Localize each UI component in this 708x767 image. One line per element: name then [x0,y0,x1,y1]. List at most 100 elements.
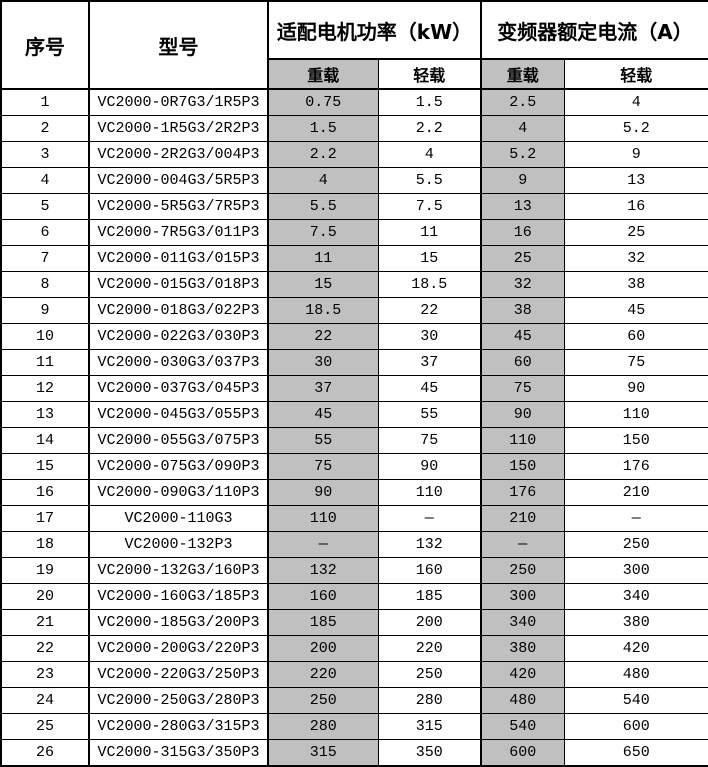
current-light-cell: 25 [563,219,708,246]
power-heavy-cell: 132 [267,557,379,584]
model-cell: VC2000-055G3/075P3 [88,427,269,454]
current-heavy-cell: 340 [480,609,565,636]
current-heavy-cell: 176 [480,479,565,506]
model-cell: VC2000-075G3/090P3 [88,453,269,480]
model-cell: VC2000-7R5G3/011P3 [88,219,269,246]
row-index-cell: 16 [0,479,90,506]
current-light-cell: 340 [563,583,708,610]
current-light-cell: 110 [563,401,708,428]
table-row: 4 VC2000-004G3/5R5P3 4 5.5 9 13 [0,167,708,194]
model-cell: VC2000-0R7G3/1R5P3 [88,88,269,116]
current-heavy-cell: 2.5 [480,88,565,116]
row-index-cell: 15 [0,453,90,480]
table-row: 2 VC2000-1R5G3/2R2P3 1.5 2.2 4 5.2 [0,115,708,142]
current-light-cell: 650 [563,739,708,767]
row-index-cell: 3 [0,141,90,168]
power-light-cell: 5.5 [377,167,482,194]
power-heavy-cell: 22 [267,323,379,350]
current-heavy-cell: 60 [480,349,565,376]
current-heavy-cell: 25 [480,245,565,272]
power-light-cell: 55 [377,401,482,428]
current-heavy-cell: 38 [480,297,565,324]
power-heavy-cell: 90 [267,479,379,506]
table-header: 序号 型号 适配电机功率（kW） 变频器额定电流（A） 重载 轻载 重载 轻载 [0,0,708,90]
table-row: 9 VC2000-018G3/022P3 18.5 22 38 45 [0,297,708,324]
column-group-header-rated-current: 变频器额定电流（A） [479,0,708,60]
power-light-cell: 22 [377,297,482,324]
column-header-index: 序号 [0,0,90,90]
current-light-cell: 380 [563,609,708,636]
current-heavy-cell: 150 [480,453,565,480]
table-row: 26 VC2000-315G3/350P3 315 350 600 650 [0,739,708,767]
power-light-cell: 18.5 [377,271,482,298]
row-index-cell: 8 [0,271,90,298]
table-row: 23 VC2000-220G3/250P3 220 250 420 480 [0,661,708,688]
model-cell: VC2000-280G3/315P3 [88,713,269,740]
model-cell: VC2000-220G3/250P3 [88,661,269,688]
power-light-cell: 45 [377,375,482,402]
model-cell: VC2000-004G3/5R5P3 [88,167,269,194]
power-heavy-cell: 30 [267,349,379,376]
current-light-cell: 45 [563,297,708,324]
power-heavy-cell: 200 [267,635,379,662]
model-cell: VC2000-015G3/018P3 [88,271,269,298]
power-light-cell: 2.2 [377,115,482,142]
current-light-cell: 600 [563,713,708,740]
power-heavy-cell: 315 [267,739,379,767]
current-heavy-cell: 420 [480,661,565,688]
power-light-cell: 75 [377,427,482,454]
power-light-cell: 350 [377,739,482,767]
power-light-cell: 11 [377,219,482,246]
table-row: 1 VC2000-0R7G3/1R5P3 0.75 1.5 2.5 4 [0,88,708,116]
row-index-cell: 7 [0,245,90,272]
current-light-cell: 250 [563,531,708,558]
current-heavy-cell: 16 [480,219,565,246]
subheader-power-heavy-load: 重载 [267,58,379,90]
model-cell: VC2000-2R2G3/004P3 [88,141,269,168]
model-cell: VC2000-185G3/200P3 [88,609,269,636]
power-heavy-cell: 18.5 [267,297,379,324]
row-index-cell: 2 [0,115,90,142]
current-light-cell: 5.2 [563,115,708,142]
model-cell: VC2000-1R5G3/2R2P3 [88,115,269,142]
power-heavy-cell: 75 [267,453,379,480]
power-heavy-cell: 2.2 [267,141,379,168]
model-cell: VC2000-110G3 [88,505,269,532]
row-index-cell: 9 [0,297,90,324]
current-light-cell: 4 [563,88,708,116]
row-index-cell: 17 [0,505,90,532]
power-light-cell: 315 [377,713,482,740]
header-row-main: 序号 型号 适配电机功率（kW） 变频器额定电流（A） [0,0,708,90]
current-heavy-cell: 300 [480,583,565,610]
model-cell: VC2000-030G3/037P3 [88,349,269,376]
current-light-cell: 32 [563,245,708,272]
power-light-cell: 110 [377,479,482,506]
row-index-cell: 25 [0,713,90,740]
current-heavy-cell: 480 [480,687,565,714]
power-light-cell: 4 [377,141,482,168]
power-heavy-cell: 15 [267,271,379,298]
current-heavy-cell: 110 [480,427,565,454]
subheader-power-light-load: 轻载 [377,58,482,90]
table-row: 14 VC2000-055G3/075P3 55 75 110 150 [0,427,708,454]
table-row: 10 VC2000-022G3/030P3 22 30 45 60 [0,323,708,350]
subheader-current-light-load: 轻载 [563,58,708,90]
power-heavy-cell: 280 [267,713,379,740]
power-light-cell: 160 [377,557,482,584]
current-heavy-cell: 4 [480,115,565,142]
table-row: 8 VC2000-015G3/018P3 15 18.5 32 38 [0,271,708,298]
model-cell: VC2000-132P3 [88,531,269,558]
table-row: 17 VC2000-110G3 110—210— [0,505,708,532]
current-light-cell: 75 [563,349,708,376]
power-light-cell: 37 [377,349,482,376]
table-row: 24 VC2000-250G3/280P3 250 280 480 540 [0,687,708,714]
current-heavy-cell: 75 [480,375,565,402]
current-light-cell: 420 [563,635,708,662]
current-light-cell: 60 [563,323,708,350]
table-row: 3 VC2000-2R2G3/004P3 2.2 4 5.2 9 [0,141,708,168]
row-index-cell: 21 [0,609,90,636]
current-heavy-cell: 45 [480,323,565,350]
table-row: 25 VC2000-280G3/315P3 280 315 540 600 [0,713,708,740]
table-row: 15 VC2000-075G3/090P3 75 90 150 176 [0,453,708,480]
